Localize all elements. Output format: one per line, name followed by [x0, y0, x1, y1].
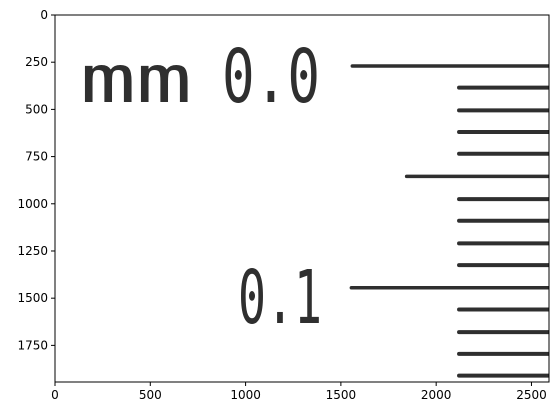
y-tick-label: 0 [40, 8, 48, 22]
x-tick-label: 1500 [326, 388, 357, 402]
scale-label-top: 0.0 [222, 34, 320, 120]
scale-image: mm 0.0 0.1 [80, 34, 549, 378]
axes-frame [54, 14, 550, 383]
x-tick-label: 500 [139, 388, 162, 402]
y-tick-label: 1750 [17, 338, 48, 352]
x-tick-label: 0 [51, 388, 59, 402]
y-axis: 0 250 500 750 1000 1250 1500 1750 [17, 8, 55, 352]
y-tick-label: 750 [25, 150, 48, 164]
x-tick-label: 2000 [421, 388, 452, 402]
scale-label-bottom: 0.1 [238, 255, 322, 341]
y-tick-label: 250 [25, 55, 48, 69]
y-tick-label: 1250 [17, 244, 48, 258]
x-axis: 0 500 1000 1500 2000 2500 [51, 382, 547, 402]
y-tick-label: 1500 [17, 291, 48, 305]
y-tick-label: 1000 [17, 197, 48, 211]
unit-label: mm [80, 41, 192, 118]
x-tick-label: 1000 [230, 388, 261, 402]
scale-marks [349, 64, 549, 378]
y-tick-label: 500 [25, 102, 48, 116]
x-tick-label: 2500 [516, 388, 547, 402]
